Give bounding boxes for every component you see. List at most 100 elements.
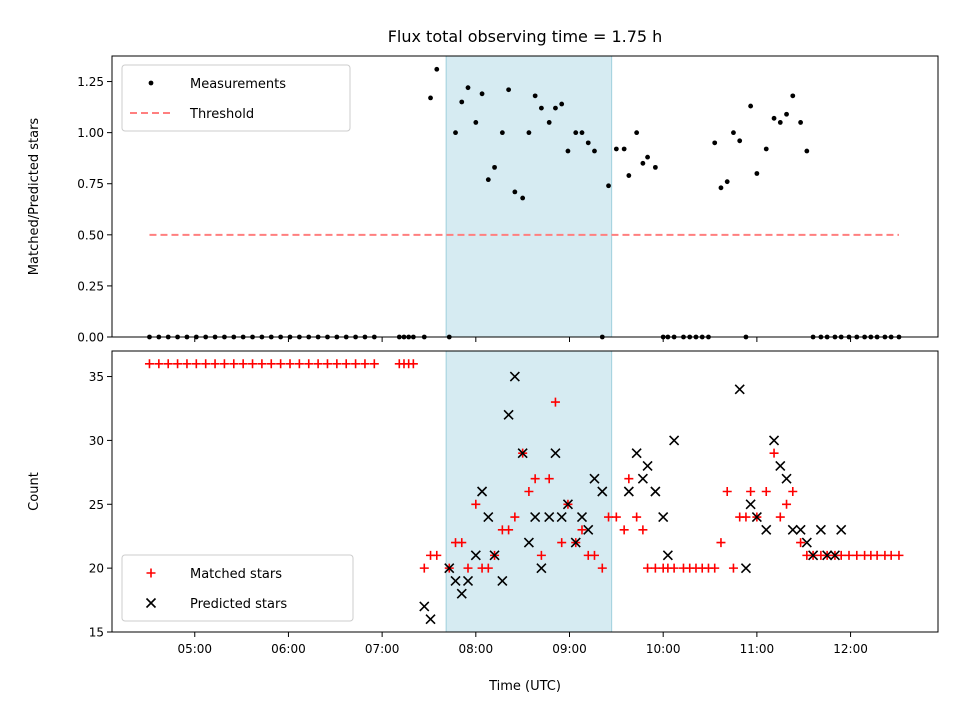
predicted-star-marker [550,448,561,459]
measurement-point [592,148,597,154]
chart-title: Flux total observing time = 1.75 h [388,27,663,46]
predicted-star-marker [623,486,634,497]
predicted-star-marker [419,601,430,612]
measurement-point [763,146,769,152]
measurement-point [559,101,565,107]
matched-star-marker [341,359,351,369]
measurement-point [485,177,491,183]
predicted-star-marker [497,575,508,586]
matched-star-marker [432,550,442,560]
matched-star-marker [844,550,854,560]
predicted-star-marker [562,499,574,510]
matched-star-marker [351,359,361,369]
matched-star-marker [304,359,314,369]
matched-star-marker [530,474,540,484]
matched-star-marker [624,474,634,484]
matched-star-marker [611,512,621,522]
measurement-point [565,148,571,154]
y-axis-label: Matched/Predicted stars [27,118,42,276]
y-tick-label: 35 [89,370,104,384]
measurement-point [606,183,611,189]
matched-star-marker [154,359,164,369]
predicted-star-marker [815,524,826,535]
legend: Matched stars Predicted stars [121,554,354,622]
predicted-star-marker [836,524,847,535]
legend-marker-matched [146,568,156,578]
predicted-star-marker [631,448,642,459]
measurement-point [737,138,743,144]
measurement-point [579,130,585,136]
matched-star-marker [638,525,648,535]
matched-star-marker [741,512,751,522]
matched-star-marker [457,538,467,548]
matched-star-marker [332,359,342,369]
predicted-star-marker [637,473,648,484]
predicted-star-marker [775,460,786,472]
measurement-point [546,120,552,125]
matched-star-marker [746,487,756,496]
matched-star-marker [369,359,379,369]
measurement-point [434,66,440,72]
predicted-star-marker [642,460,653,472]
y-tick-label: 20 [89,562,104,576]
measurement-point [640,160,646,166]
matched-star-marker [322,359,332,369]
legend: Measurements Threshold [121,64,351,132]
matched-star-marker [408,359,418,369]
predicted-star-marker [462,575,474,586]
predicted-star-marker [509,371,520,382]
matched-star-marker [536,550,546,560]
predicted-star-marker [662,550,673,561]
matched-star-marker [550,397,560,407]
matched-star-marker [294,359,304,369]
matched-star-marker [597,563,607,573]
axes-frame [111,55,939,338]
matched-star-marker [894,550,904,560]
measurement-point [453,130,458,136]
y-tick-label: 0.00 [77,331,104,345]
measurement-point [473,120,479,125]
measurement-point [465,85,471,91]
matched-star-marker [285,359,295,369]
predicted-star-marker [444,563,455,574]
matched-star-marker [643,563,653,573]
matched-star-marker [557,538,567,548]
predicted-star-marker [576,511,588,523]
matched-star-marker [788,487,798,496]
y-axis-label: Count [27,472,42,511]
matched-star-marker [589,550,599,560]
y-tick-label: 0.50 [77,228,104,242]
predicted-star-marker [829,550,841,561]
legend-label: Threshold [189,107,254,122]
measurement-point [492,164,497,170]
predicted-star-marker [808,550,819,561]
measurement-point [520,195,526,201]
predicted-star-marker [768,435,780,446]
matched-star-marker [463,563,473,573]
measurement-point [621,146,627,152]
measurement-point [652,164,658,170]
matched-star-marker [248,359,258,369]
legend-label: Matched stars [190,567,282,582]
predicted-star-marker [523,537,534,548]
measurement-point [777,120,783,125]
x-axis-label: Time (UTC) [488,679,561,694]
predicted-star-marker [751,511,762,523]
y-tick-label: 30 [89,434,104,448]
matched-star-marker [761,487,771,496]
predicted-star-marker [483,511,494,523]
matched-star-marker [257,359,267,369]
matched-star-marker [619,525,629,535]
predicted-star-marker [450,575,461,586]
x-tick-label: 08:00 [459,642,494,656]
matched-star-marker [163,359,173,369]
measurement-point [790,93,796,99]
measurement-point [573,130,579,136]
predicted-star-marker [787,524,798,535]
series-matched-stars [144,359,904,573]
measurement-point [754,171,760,176]
predicted-star-marker [456,588,467,599]
predicted-star-marker [544,511,555,523]
measurement-point [613,146,619,152]
